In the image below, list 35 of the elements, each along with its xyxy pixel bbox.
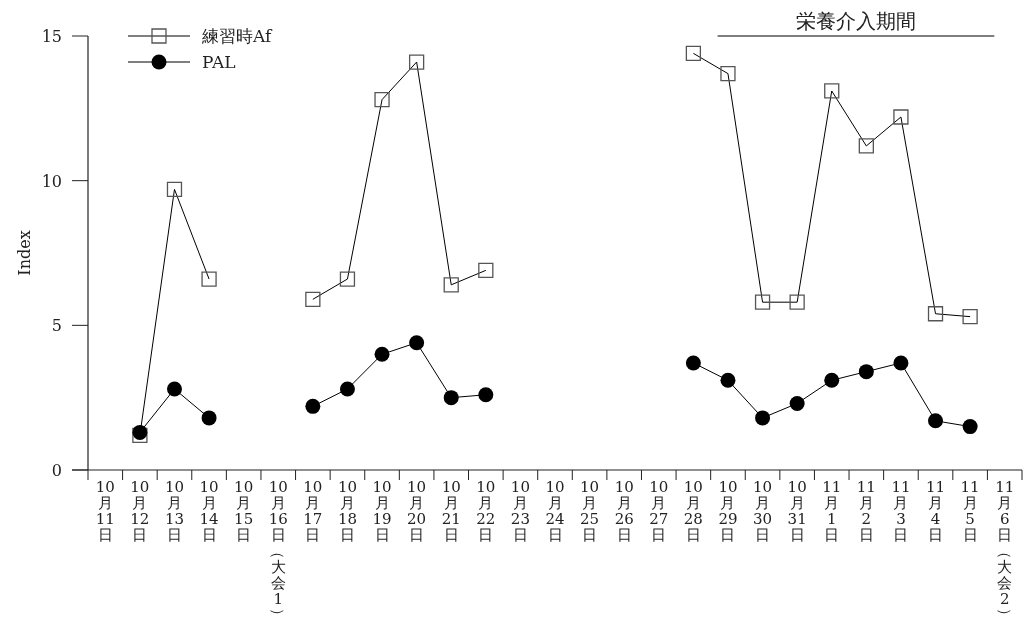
xtick-label: 10月22日 xyxy=(476,478,496,544)
xtick-label: 10月29日 xyxy=(718,478,738,544)
text: 栄養介入期間 xyxy=(795,9,916,33)
xtick-label: 10月24日 xyxy=(545,478,565,544)
xtick-label: 11月3日 xyxy=(891,478,911,544)
xtick-label: 11月5日 xyxy=(960,478,980,544)
y-tick-label: 0 xyxy=(51,461,62,480)
xtick-label: 11月1日 xyxy=(822,478,842,544)
xtick-label: 10月21日 xyxy=(441,478,461,544)
xtick-label: 10月20日 xyxy=(407,478,427,544)
xtick-label: 10月14日 xyxy=(199,478,219,544)
xtick-label: 10月18日 xyxy=(337,478,357,544)
y-tick-label: 15 xyxy=(41,27,62,46)
y-tick-label: 5 xyxy=(51,316,62,336)
xtick-label: 10月28日 xyxy=(683,478,703,544)
xtick-label: 11月6日（大会2） xyxy=(995,478,1015,623)
xtick-label: 10月30日 xyxy=(753,478,773,544)
xtick-label: 10月27日 xyxy=(649,478,669,544)
xtick-label: 10月23日 xyxy=(510,478,530,544)
xtick-label: 10月15日 xyxy=(234,478,254,544)
xtick-label: 10月26日 xyxy=(614,478,634,544)
xtick-label: 10月25日 xyxy=(580,478,600,544)
y-tick-label: 10 xyxy=(41,171,62,191)
legend-label: 練習時Af xyxy=(201,26,273,46)
xtick-label: 10月31日 xyxy=(787,478,807,544)
legend-label: PAL xyxy=(202,52,236,72)
xtick-label: 10月16日（大会1） xyxy=(268,478,288,623)
y-axis-title: Index xyxy=(15,230,34,276)
xtick-label: 11月2日 xyxy=(856,478,876,544)
xtick-label: 10月11日 xyxy=(95,478,115,544)
xtick-label: 10月13日 xyxy=(164,478,185,544)
xtick-label: 10月19日 xyxy=(372,478,392,544)
xtick-label: 10月12日 xyxy=(130,478,150,544)
xtick-label: 10月17日 xyxy=(303,478,323,544)
xtick-label: 11月4日 xyxy=(925,478,946,544)
